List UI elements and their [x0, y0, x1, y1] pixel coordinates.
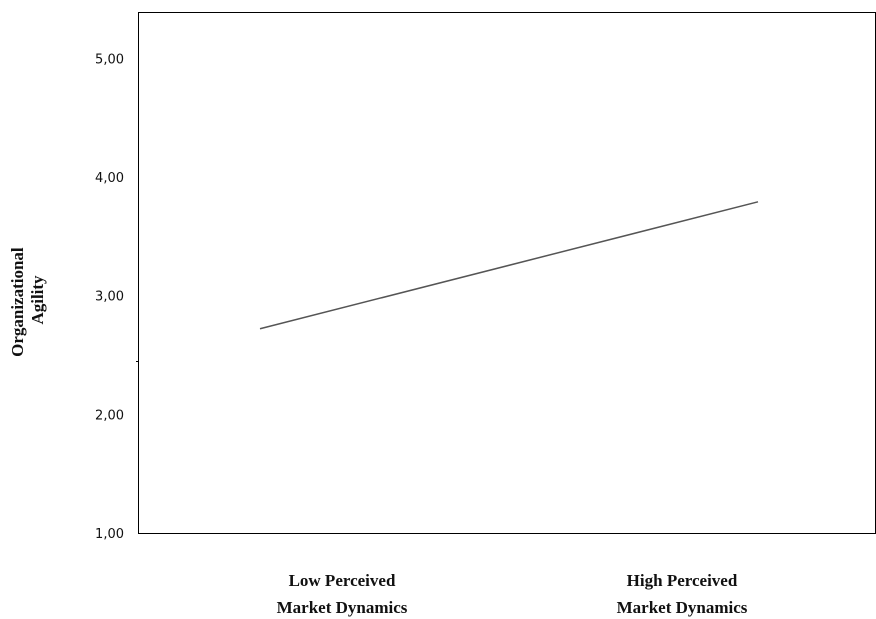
- y-tick-labels: 1,00 2,00 3,00 4,00 5,00: [95, 52, 124, 542]
- y-tick-label: 1,00: [95, 527, 124, 542]
- y-axis-title-line2: Agility: [28, 275, 47, 325]
- y-axis-title: Organizational Agility: [8, 243, 47, 357]
- x-category-label-line: High Perceived: [627, 571, 738, 590]
- x-category-label: High Perceived Market Dynamics: [617, 571, 748, 617]
- series-line: [259, 201, 759, 330]
- x-category-label: Low Perceived Market Dynamics: [277, 571, 408, 617]
- x-category-label-line: Market Dynamics: [277, 598, 408, 617]
- x-category-label-line: Market Dynamics: [617, 598, 748, 617]
- x-category-label-line: Low Perceived: [289, 571, 396, 590]
- y-tick-label: 3,00: [95, 290, 124, 305]
- y-tick-label: 5,00: [95, 52, 124, 67]
- y-tick-label: 4,00: [95, 171, 124, 186]
- y-axis-title-line1: Organizational: [8, 247, 27, 357]
- y-tick-label: 2,00: [95, 408, 124, 423]
- series-layer: [259, 201, 759, 330]
